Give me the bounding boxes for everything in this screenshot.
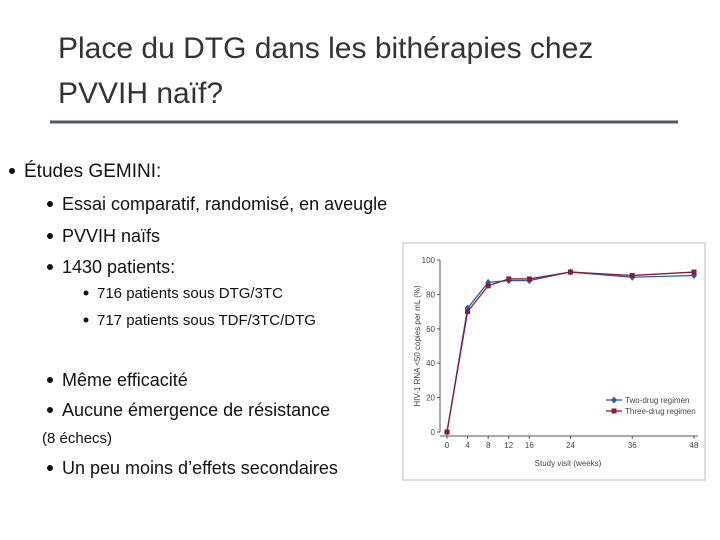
bullet (47, 264, 53, 270)
y-tick-label: 80 (426, 290, 435, 299)
marker (444, 429, 450, 435)
bullet-text: 716 patients sous DTG/3TC (97, 285, 283, 302)
marker (629, 272, 635, 278)
bullet (83, 290, 89, 296)
bullet (9, 168, 15, 174)
legend-marker (611, 396, 617, 404)
series-line (446, 271, 695, 433)
marker (526, 276, 532, 282)
chart-frame (402, 242, 706, 481)
marker (485, 283, 491, 289)
y-tick-label: 0 (431, 428, 436, 437)
series-line (446, 271, 695, 433)
x-tick-label: 48 (690, 441, 699, 450)
bullet-text: Même efficacité (62, 370, 188, 390)
x-axis-label: Study visit (weeks) (535, 459, 602, 468)
legend-label: Two-drug regimen (625, 396, 689, 405)
x-tick-label: 24 (566, 441, 575, 450)
bullet-text: PVVIH naïfs (62, 226, 160, 246)
y-tick-label: 60 (426, 325, 435, 334)
y-tick-label: 20 (426, 394, 435, 403)
bullet-text: Études GEMINI: (24, 161, 161, 182)
x-tick-label: 0 (445, 441, 450, 450)
x-tick-label: 16 (525, 441, 534, 450)
slide-title: Place du DTG dans les bithérapies chez (58, 32, 593, 65)
slide-title: PVVIH naïf? (58, 77, 223, 110)
bullet (47, 377, 53, 383)
bullet-text: Aucune émergence de résistance (62, 400, 330, 420)
marker (465, 309, 471, 315)
y-tick-label: 100 (422, 256, 436, 265)
bullet (47, 465, 53, 471)
x-tick-label: 12 (504, 441, 513, 450)
note-text: (8 échecs) (42, 430, 112, 447)
y-tick-label: 40 (426, 359, 435, 368)
bullet-text: Un peu moins d’effets secondaires (62, 458, 338, 478)
marker (568, 269, 573, 275)
bullet-text: 1430 patients: (62, 257, 175, 277)
bullet-text: 717 patients sous TDF/3TC/DTG (97, 312, 316, 329)
marker (691, 269, 697, 275)
bullet (47, 233, 53, 239)
legend-marker (611, 408, 617, 414)
bullet (47, 407, 53, 413)
x-tick-label: 36 (628, 441, 637, 450)
bullet-text: Essai comparatif, randomisé, en aveugle (62, 194, 387, 214)
legend-label: Three-drug regimen (625, 407, 696, 416)
x-tick-label: 8 (486, 441, 491, 450)
marker (506, 276, 512, 282)
bullet (47, 201, 53, 207)
y-axis-label: HIV-1 RNA <50 copies per mL (%) (413, 285, 422, 407)
bullet (83, 317, 89, 323)
x-tick-label: 4 (465, 441, 470, 450)
